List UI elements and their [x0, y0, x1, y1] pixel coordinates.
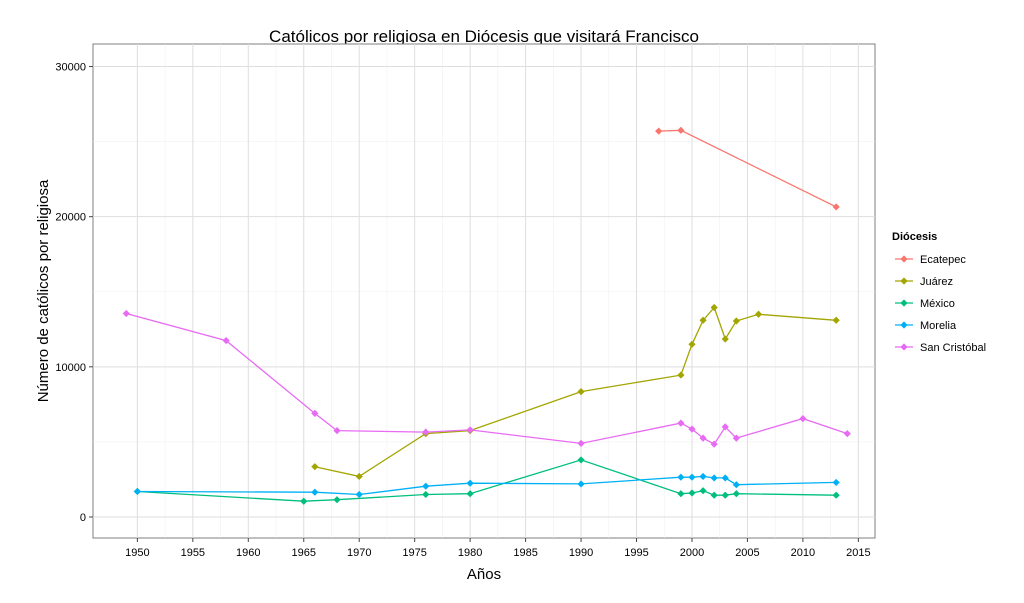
data-point-morelia: [133, 487, 141, 496]
data-point-ju-rez: [710, 303, 718, 312]
x-tick-label: 2005: [735, 547, 759, 559]
legend-key-marker-ecatepec: [900, 255, 908, 263]
data-point-ju-rez: [355, 472, 363, 481]
x-tick-label: 1975: [402, 547, 426, 559]
data-point-morelia: [577, 480, 585, 488]
data-point-ju-rez: [699, 316, 707, 324]
x-tick-label: 1985: [513, 547, 537, 559]
data-point-san-crist-bal: [732, 434, 740, 442]
data-point-m-xico: [333, 496, 341, 504]
data-point-m-xico: [688, 489, 696, 497]
data-point-m-xico: [699, 487, 707, 495]
data-point-san-crist-bal: [799, 415, 807, 423]
legend-label-m-xico: México: [920, 298, 955, 310]
data-point-ju-rez: [677, 371, 685, 379]
legend-label-san-crist-bal: San Cristóbal: [920, 342, 986, 354]
x-tick-label: 1965: [292, 547, 316, 559]
data-point-morelia: [355, 490, 363, 499]
x-tick-label: 1955: [181, 547, 205, 559]
data-point-morelia: [721, 474, 729, 482]
legend-label-morelia: Morelia: [920, 320, 957, 332]
data-point-san-crist-bal: [721, 423, 729, 431]
plot-panel: [92, 43, 876, 539]
data-point-san-crist-bal: [688, 425, 696, 433]
data-point-m-xico: [466, 490, 474, 498]
data-point-ju-rez: [832, 316, 840, 324]
legend-label-ecatepec: Ecatepec: [920, 254, 966, 266]
y-tick-label: 30000: [55, 62, 86, 74]
legend-items: Ecatepec Juárez México Morelia San Cristóbal: [895, 254, 986, 354]
x-axis: 1950 1955 1960 1965 1970 1975 1980 1985 1990 1995…: [125, 538, 871, 559]
data-point-m-xico: [422, 490, 430, 499]
data-point-morelia: [422, 482, 430, 490]
legend-key-marker-ju-rez: [900, 277, 908, 285]
x-tick-label: 1950: [125, 547, 149, 559]
legend-key-marker-m-xico: [900, 299, 908, 307]
x-axis-title: Años: [467, 566, 501, 583]
data-point-san-crist-bal: [333, 427, 341, 435]
x-tick-label: 1970: [347, 547, 371, 559]
data-point-san-crist-bal: [699, 434, 707, 442]
data-point-m-xico: [710, 491, 718, 499]
data-point-san-crist-bal: [577, 439, 585, 448]
legend-key-marker-morelia: [900, 321, 908, 329]
minor-gridlines: [93, 44, 875, 538]
x-tick-label: 2000: [680, 547, 704, 559]
x-tick-label: 1960: [236, 547, 260, 559]
data-point-san-crist-bal: [311, 409, 319, 417]
x-tick-label: 1995: [624, 547, 648, 559]
legend-key-marker-san-crist-bal: [900, 343, 908, 351]
data-point-ju-rez: [732, 317, 740, 325]
data-point-ju-rez: [311, 463, 319, 471]
x-tick-label: 2010: [791, 547, 815, 559]
data-point-san-crist-bal: [222, 336, 230, 345]
series-layer: [122, 126, 851, 505]
data-point-ecatepec: [677, 126, 685, 134]
major-gridlines: [93, 44, 875, 538]
data-point-m-xico: [832, 491, 840, 499]
y-axis: 0 10000 20000 30000: [55, 62, 93, 524]
data-point-ju-rez: [721, 335, 729, 343]
data-point-san-crist-bal: [422, 428, 430, 436]
data-point-ju-rez: [688, 340, 696, 348]
y-tick-label: 10000: [55, 362, 86, 374]
x-tick-label: 1980: [458, 547, 482, 559]
data-point-morelia: [311, 488, 319, 496]
y-axis-title: Número de católicos por religiosa: [35, 179, 52, 402]
data-point-morelia: [688, 473, 696, 481]
data-point-m-xico: [721, 491, 729, 499]
x-tick-label: 2015: [846, 547, 870, 559]
y-tick-label: 0: [80, 512, 86, 524]
data-point-ju-rez: [577, 388, 585, 396]
y-tick-label: 20000: [55, 212, 86, 224]
data-point-m-xico: [300, 497, 308, 505]
data-point-morelia: [677, 473, 685, 481]
data-point-morelia: [710, 474, 718, 482]
chart-title: Católicos por religiosa en Diócesis que …: [269, 27, 699, 46]
data-point-san-crist-bal: [466, 426, 474, 434]
data-point-morelia: [699, 472, 707, 481]
legend: Diócesis Ecatepec Juárez México Morelia San …: [892, 231, 986, 354]
data-point-morelia: [466, 479, 474, 487]
data-point-morelia: [732, 481, 740, 489]
data-point-san-crist-bal: [710, 440, 718, 448]
data-point-ju-rez: [754, 310, 763, 318]
data-point-m-xico: [732, 490, 740, 498]
x-tick-label: 1990: [569, 547, 593, 559]
legend-title: Diócesis: [892, 231, 937, 243]
data-point-m-xico: [577, 456, 585, 464]
data-point-ecatepec: [655, 127, 663, 135]
data-point-san-crist-bal: [122, 309, 130, 318]
data-point-san-crist-bal: [843, 430, 851, 438]
data-point-ecatepec: [832, 203, 840, 211]
data-point-san-crist-bal: [677, 419, 685, 427]
legend-label-ju-rez: Juárez: [920, 276, 953, 288]
data-point-m-xico: [677, 490, 685, 498]
data-point-morelia: [832, 478, 840, 487]
